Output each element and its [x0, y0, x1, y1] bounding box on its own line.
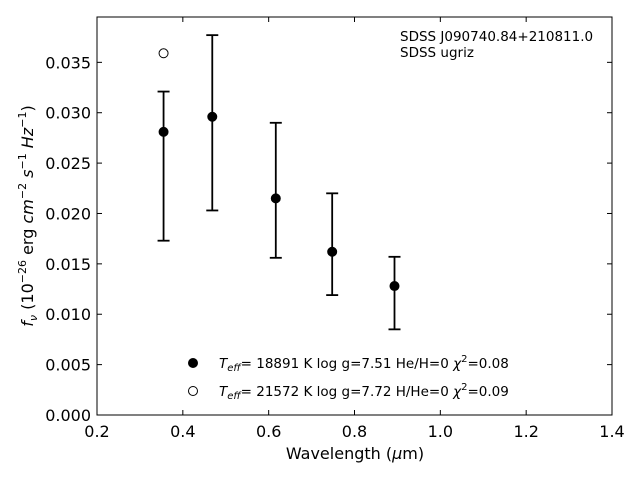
y-axis-unit-s: s — [18, 170, 37, 183]
legend-entry-2: Teff= 21572 K log g=7.72 H/He=0 χ2=0.09 — [219, 382, 509, 402]
y-axis-symbol: f — [18, 319, 37, 327]
y-axis-unit-close: ) — [18, 105, 37, 111]
error-bars — [157, 34, 401, 331]
legend: Teff= 18891 K log g=7.51 He/H=0 χ2=0.08 … — [188, 354, 509, 402]
y-axis-unit-hz-exp: −1 — [16, 112, 29, 128]
model-point-open — [158, 48, 169, 59]
y-tick-label: 0.030 — [45, 104, 91, 123]
y-tick-label: 0.020 — [45, 204, 91, 223]
annotation-object-name: SDSS J090740.84+210811.0 — [400, 29, 593, 45]
y-tick-label: 0.035 — [45, 53, 91, 72]
x-tick-label: 1.4 — [599, 422, 624, 441]
model-point-filled — [327, 246, 338, 257]
ticks: 0.2 0.4 0.6 0.8 1.0 1.2 1.4 0.000 0.005 0.010 0.01… — [45, 17, 625, 441]
legend-entry-1: Teff= 18891 K log g=7.51 He/H=0 χ2=0.08 — [219, 354, 509, 374]
y-tick-label: 0.025 — [45, 154, 91, 173]
y-axis-symbol-sub: ν — [27, 315, 40, 321]
legend-marker-open — [188, 386, 198, 396]
y-axis-unit-open: (10 — [18, 283, 37, 315]
y-tick-label: 0.000 — [45, 406, 91, 425]
y-tick-label: 0.010 — [45, 305, 91, 324]
y-axis-unit-erg: erg — [18, 224, 37, 260]
y-axis-unit-hz: Hz — [18, 127, 37, 153]
model-point-filled — [389, 281, 400, 292]
x-tick-label: 0.4 — [170, 422, 195, 441]
x-tick-label: 0.2 — [84, 422, 109, 441]
x-tick-label: 0.6 — [256, 422, 281, 441]
x-axis-title-unit-end: m) — [402, 444, 424, 463]
x-tick-label: 0.8 — [342, 422, 367, 441]
y-axis-unit-s-exp: −1 — [16, 153, 29, 169]
y-axis-title: fν (10−26 erg cm−2 s−1 Hz−1) — [16, 105, 40, 326]
annotation-survey: SDSS ugriz — [400, 45, 474, 61]
data-points — [158, 48, 400, 292]
y-tick-label: 0.015 — [45, 255, 91, 274]
x-tick-label: 1.2 — [513, 422, 538, 441]
legend-marker-filled — [188, 358, 198, 368]
model-point-filled — [270, 193, 281, 204]
y-tick-label: 0.005 — [45, 356, 91, 375]
y-axis-unit-exp: −26 — [16, 260, 29, 283]
x-axis-title-unit: μ — [391, 444, 402, 463]
model-point-filled — [207, 111, 218, 122]
model-point-filled — [158, 126, 169, 137]
x-tick-label: 1.0 — [428, 422, 453, 441]
x-axis-title-text: Wavelength ( — [286, 444, 392, 463]
x-axis-title: Wavelength (μm) — [286, 444, 424, 463]
y-axis-unit-cm: cm — [18, 199, 37, 223]
y-axis-unit-cm-exp: −2 — [16, 183, 29, 199]
